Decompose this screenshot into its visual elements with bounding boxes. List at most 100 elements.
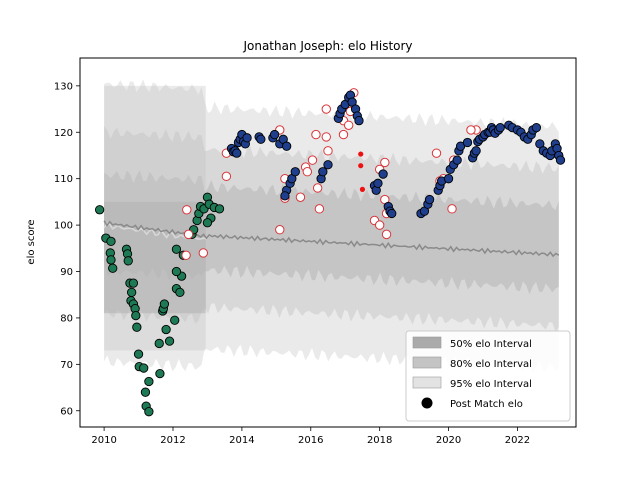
elo-point-hollow (321, 104, 331, 114)
elo-point-hollow (321, 132, 331, 142)
y-axis-label: elo score (26, 219, 37, 264)
elo-point-later (555, 155, 566, 165)
elo-point-later (387, 208, 397, 219)
elo-point-later (462, 137, 473, 148)
elo-point-red (358, 151, 364, 157)
elo-point-early (127, 287, 137, 298)
elo-point-later (256, 134, 266, 144)
elo-point-later (373, 178, 383, 188)
elo-point-early (140, 387, 151, 397)
y-tick-label: 60 (60, 406, 73, 417)
elo-point-hollow (466, 125, 476, 135)
elo-point-hollow (380, 157, 390, 168)
y-tick-label: 70 (60, 360, 73, 371)
elo-point-later (378, 169, 388, 179)
elo-point-later (290, 167, 300, 177)
mean-elo-line (103, 220, 560, 258)
elo-point-later (354, 116, 364, 126)
legend-label: 80% elo Interval (450, 359, 532, 370)
y-tick-label: 90 (60, 267, 73, 278)
x-tick-label: 2022 (505, 435, 530, 446)
elo-point-later (424, 194, 435, 205)
elo-point-hollow (431, 148, 442, 158)
elo-point-early (214, 204, 225, 214)
elo-point-hollow (323, 146, 333, 156)
elo-point-early (159, 299, 170, 309)
legend-swatch (412, 336, 442, 349)
elo-point-hollow (182, 205, 192, 215)
legend-label: 95% elo Interval (450, 379, 532, 390)
elo-point-later (269, 129, 280, 140)
x-tick-label: 2012 (160, 435, 185, 446)
elo-point-early (106, 236, 116, 246)
elo-point-hollow (381, 229, 392, 240)
y-tick-label: 120 (54, 128, 73, 139)
elo-point-hollow (183, 229, 194, 240)
elo-point-hollow (275, 225, 285, 235)
x-axis-ticks: 2010 2012 2014 2016 2018 2020 2022 (91, 427, 530, 446)
x-tick-label: 2020 (436, 435, 461, 446)
y-tick-label: 110 (54, 174, 73, 185)
elo-point-hollow (343, 120, 354, 131)
elo-point-later (282, 141, 292, 151)
elo-point-early (170, 315, 180, 325)
elo-point-hollow (181, 250, 191, 260)
elo-point-hollow (302, 167, 313, 177)
elo-point-early (171, 266, 182, 277)
elo-point-later (443, 174, 454, 184)
elo-point-later (242, 133, 252, 143)
elo-point-hollow (447, 204, 457, 214)
elo-point-early (164, 336, 175, 346)
legend-label: Post Match elo (450, 399, 523, 410)
x-tick-label: 2010 (91, 435, 116, 446)
legend-swatch (412, 356, 442, 369)
elo-point-later (280, 191, 290, 201)
elo-point-hollow (338, 129, 349, 140)
elo-point-hollow (221, 171, 232, 182)
legend-frame (405, 330, 571, 422)
y-tick-label: 130 (54, 81, 73, 92)
elo-point-early (132, 322, 142, 332)
elo-point-hollow (307, 155, 318, 165)
plot-frame (79, 57, 577, 428)
band-95-interval (104, 79, 559, 374)
elo-point-early (155, 368, 165, 379)
early-uncertainty-block-outer (104, 85, 206, 351)
elo-point-hollow (374, 220, 385, 230)
elo-point-hollow (311, 129, 321, 140)
elo-point-red (359, 186, 366, 192)
elo-point-hollow (314, 204, 325, 214)
x-tick-label: 2014 (229, 435, 254, 446)
elo-point-later (232, 148, 242, 158)
elo-point-early (108, 263, 118, 273)
x-tick-label: 2018 (367, 435, 392, 446)
elo-point-early (171, 244, 182, 254)
elo-point-early (202, 218, 213, 228)
elo-point-early (133, 349, 144, 359)
legend: 50% elo Interval 80% elo Interval 95% elo … (405, 330, 571, 422)
x-tick-label: 2016 (298, 435, 323, 446)
legend-marker (421, 397, 433, 409)
elo-point-hollow (295, 192, 306, 202)
elo-point-later (323, 160, 333, 170)
legend-swatch (412, 376, 442, 389)
elo-point-later (318, 167, 328, 177)
elo-point-early (144, 376, 154, 387)
elo-point-later (452, 155, 462, 165)
elo-point-early (161, 324, 171, 335)
elo-point-later (495, 122, 505, 133)
elo-point-hollow (198, 248, 209, 258)
y-tick-label: 80 (60, 313, 73, 324)
elo-point-early (175, 287, 185, 298)
elo-point-early (123, 256, 133, 266)
post-match-elo-points (94, 88, 566, 417)
elo-point-early (144, 407, 154, 417)
elo-point-later (531, 122, 542, 133)
band-50-interval (104, 170, 559, 295)
elo-point-red (358, 163, 364, 169)
elo-point-early (94, 205, 105, 215)
elo-point-hollow (312, 183, 323, 193)
elo-point-early (139, 363, 149, 373)
elo-point-early (154, 338, 164, 349)
